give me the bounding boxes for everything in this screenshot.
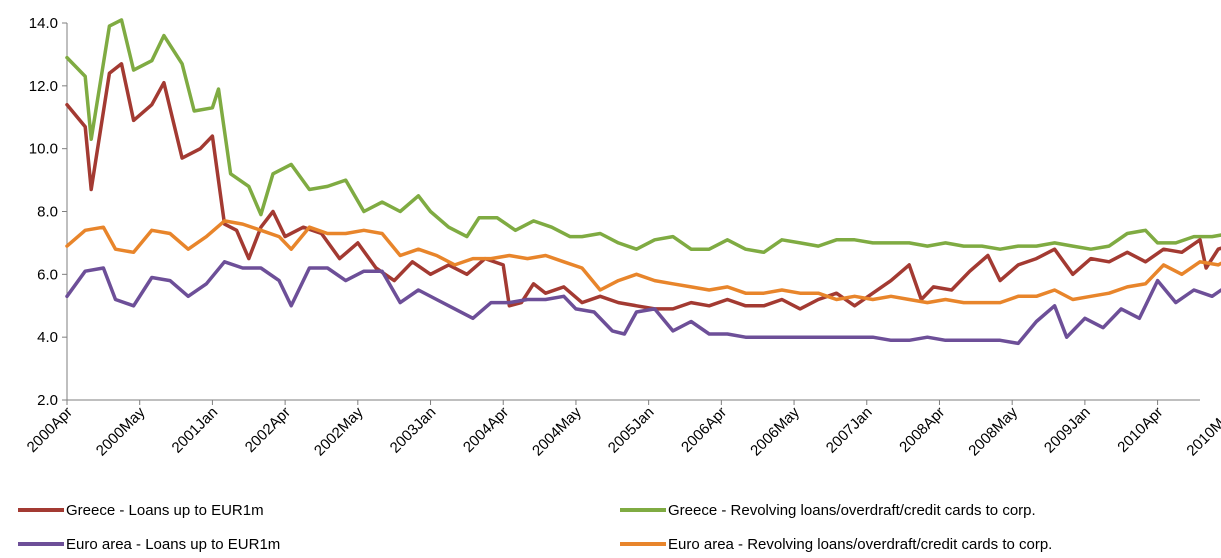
legend-label: Euro area - Revolving loans/overdraft/cr… (668, 536, 1052, 553)
x-tick-label: 2002Apr (242, 404, 294, 456)
x-tick-label: 2004Apr (460, 404, 512, 456)
y-axis: 2.0 4.0 6.0 8.0 10.0 12.0 14.0 (29, 15, 68, 409)
legend-label: Greece - Loans up to EUR1m (66, 502, 264, 519)
x-tick-label: 2006Apr (678, 404, 730, 456)
x-tick-label: 2000Apr (24, 404, 76, 456)
y-tick-label: 6.0 (37, 266, 58, 283)
legend: Greece - Loans up to EUR1m Greece - Revol… (18, 502, 1052, 553)
legend-label: Greece - Revolving loans/overdraft/credi… (668, 502, 1036, 519)
y-tick-label: 10.0 (29, 141, 58, 158)
x-tick-label: 2008Apr (896, 404, 948, 456)
series-line-2 (65, 18, 1221, 255)
x-axis: 2000Apr 2000May 2001Jan 2002Apr 2002May 2003J… (24, 399, 1221, 459)
x-tick-label: 2005Jan (605, 404, 658, 457)
series-layer (65, 18, 1221, 346)
x-tick-label: 2007Jan (823, 404, 876, 457)
series-line-3 (65, 260, 1221, 346)
y-tick-label: 12.0 (29, 78, 58, 95)
y-tick-label: 8.0 (37, 204, 58, 221)
x-tick-label: 2003Jan (387, 404, 440, 457)
x-tick-label: 2006May (747, 403, 803, 459)
x-tick-label: 2002May (311, 403, 367, 459)
y-tick-label: 2.0 (37, 392, 58, 409)
x-tick-label: 2004May (529, 403, 585, 459)
x-tick-label: 2008May (965, 403, 1021, 459)
legend-label: Euro area - Loans up to EUR1m (66, 536, 280, 553)
x-tick-label: 2010Apr (1114, 404, 1166, 456)
y-tick-label: 14.0 (29, 15, 58, 32)
x-tick-label: 2000May (93, 403, 149, 459)
series-line-1 (65, 62, 1221, 311)
x-tick-label: 2010May (1183, 403, 1221, 459)
y-tick-label: 4.0 (37, 329, 58, 346)
series-line-4 (65, 219, 1221, 305)
x-tick-label: 2001Jan (169, 404, 222, 457)
x-tick-label: 2009Jan (1041, 404, 1094, 457)
